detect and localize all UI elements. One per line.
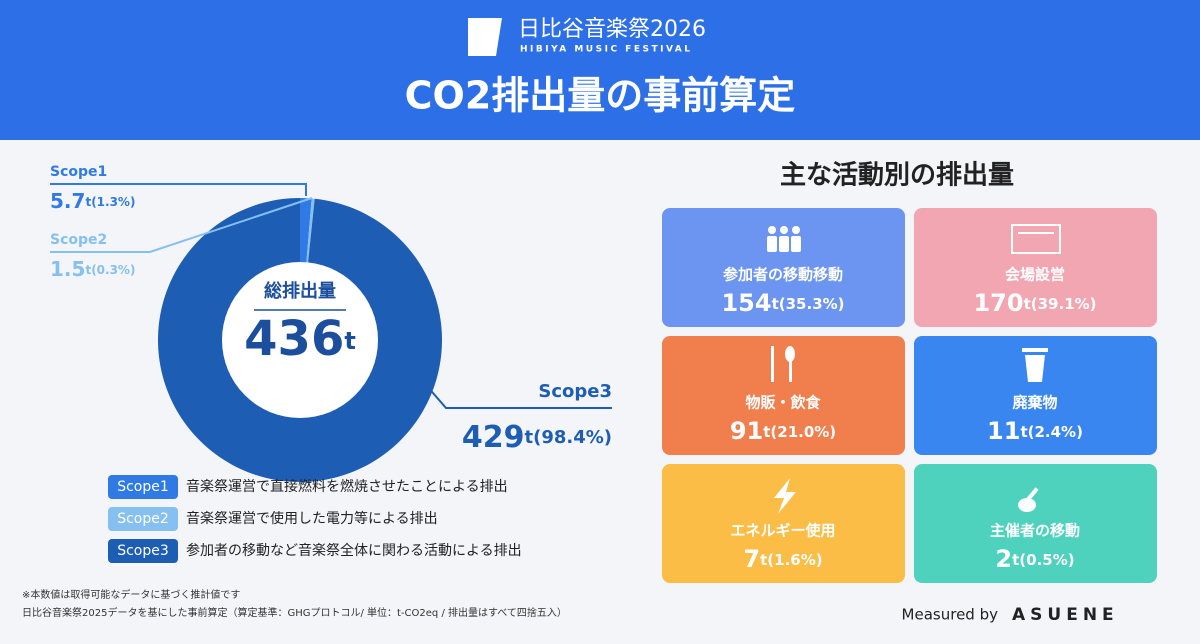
slice-name: Scope3 (538, 381, 612, 402)
legend-label: Scope2 (117, 511, 169, 527)
card-value: 91t(21.0%) (730, 417, 836, 445)
legend-description: 参加者の移動など音楽祭全体に関わる活動による排出 (186, 542, 522, 559)
share: (1.3%) (91, 195, 135, 209)
value: 2 (995, 545, 1012, 573)
card-name: 物販・飲食 (745, 394, 821, 412)
leader-line (419, 377, 612, 409)
share: (39.1%) (1031, 295, 1097, 313)
unit: t (1020, 423, 1027, 441)
unit: t (85, 263, 91, 277)
cutlery-icon (771, 346, 795, 382)
guitar-icon (1018, 487, 1039, 512)
leader-line (50, 197, 313, 253)
card-icons (767, 224, 1061, 514)
unit: t (1024, 295, 1031, 313)
unit: t (1012, 551, 1019, 569)
unit: t (85, 195, 91, 209)
value: 1.5 (50, 257, 85, 281)
activity-cards: 参加者の移動移動154t(35.3%)会場設営170t(39.1%)物販・飲食9… (662, 208, 1157, 583)
center-label: 総排出量 (264, 280, 336, 302)
share: (2.4%) (1028, 423, 1083, 441)
card-value: 170t(39.1%) (973, 289, 1096, 317)
value: 154 (721, 289, 771, 317)
activities-title: 主な活動別の排出量 (780, 161, 1014, 191)
page-title: CO2排出量の事前算定 (405, 74, 796, 118)
brand: ASUENE (1012, 605, 1119, 625)
slice-name: Scope2 (50, 232, 107, 248)
share: (1.6%) (767, 551, 822, 569)
activity-card (914, 336, 1157, 455)
unit: t (772, 295, 779, 313)
measured-by: Measured by (902, 606, 999, 624)
activity-card (662, 464, 905, 583)
legend-description: 音楽祭運営で直接燃料を燃焼させたことによる排出 (186, 478, 508, 495)
value: 5.7 (50, 189, 85, 213)
stage-icon (1011, 224, 1061, 254)
card-value: 154t(35.3%) (721, 289, 844, 317)
activity-card (914, 464, 1157, 583)
donut-chart: 総排出量 436t (157, 198, 442, 483)
value: 429 (462, 420, 525, 455)
card-name: 廃棄物 (1012, 394, 1057, 412)
value: 170 (973, 289, 1023, 317)
unit: t (524, 427, 533, 448)
share: (35.3%) (779, 295, 845, 313)
value: 7 (743, 545, 760, 573)
share: (0.3%) (91, 263, 135, 277)
activity-card (662, 208, 905, 327)
legend-label: Scope3 (117, 543, 169, 559)
legend-badge (108, 507, 178, 531)
card-value: 11t(2.4%) (987, 417, 1083, 445)
unit: t (763, 423, 770, 441)
total-unit: t (344, 327, 355, 355)
value: 91 (730, 417, 763, 445)
activity-card (914, 208, 1157, 327)
bolt-icon (774, 478, 796, 514)
header-band (0, 0, 1200, 140)
legend: Scope1 音楽祭運営で直接燃料を燃焼させたことによる排出 Scope2 音楽祭運営… (108, 475, 522, 563)
card-value: 2t(0.5%) (995, 545, 1074, 573)
slice-value: 429t(98.4%) (462, 420, 612, 455)
slice-value: 5.7t(1.3%) (50, 189, 135, 213)
logo-title: 日比谷音楽祭2026 (518, 17, 706, 42)
share: (98.4%) (533, 427, 612, 448)
card-name: エネルギー使用 (730, 522, 835, 540)
legend-badge (108, 475, 178, 499)
trash-icon (1022, 348, 1048, 382)
legend-description: 音楽祭運営で使用した電力等による排出 (186, 510, 438, 527)
leader-line (50, 183, 307, 196)
note: 日比谷音楽祭2025データを基にした事前算定（算定基準：GHGプロトコル/ 単位… (22, 606, 567, 619)
logo-subtitle: HIBIYA MUSIC FESTIVAL (520, 45, 693, 55)
share: (0.5%) (1019, 551, 1074, 569)
people-icon (767, 226, 801, 252)
total: 436t (244, 311, 356, 367)
legend-label: Scope1 (117, 479, 169, 495)
legend-badge (108, 539, 178, 563)
card-name: 参加者の移動移動 (723, 266, 843, 284)
slice-name: Scope1 (50, 164, 107, 180)
total-value: 436 (244, 311, 344, 367)
share: (21.0%) (770, 423, 836, 441)
card-value: 7t(1.6%) (743, 545, 822, 573)
card-name: 会場設営 (1005, 266, 1065, 284)
donut-hole (222, 262, 378, 418)
activity-card (662, 336, 905, 455)
logo-mark (468, 18, 502, 56)
unit: t (760, 551, 767, 569)
value: 11 (987, 417, 1020, 445)
card-name: 主催者の移動 (990, 522, 1080, 540)
note: ※本数値は取得可能なデータに基づく推計値です (22, 588, 240, 601)
slice-value: 1.5t(0.3%) (50, 257, 135, 281)
